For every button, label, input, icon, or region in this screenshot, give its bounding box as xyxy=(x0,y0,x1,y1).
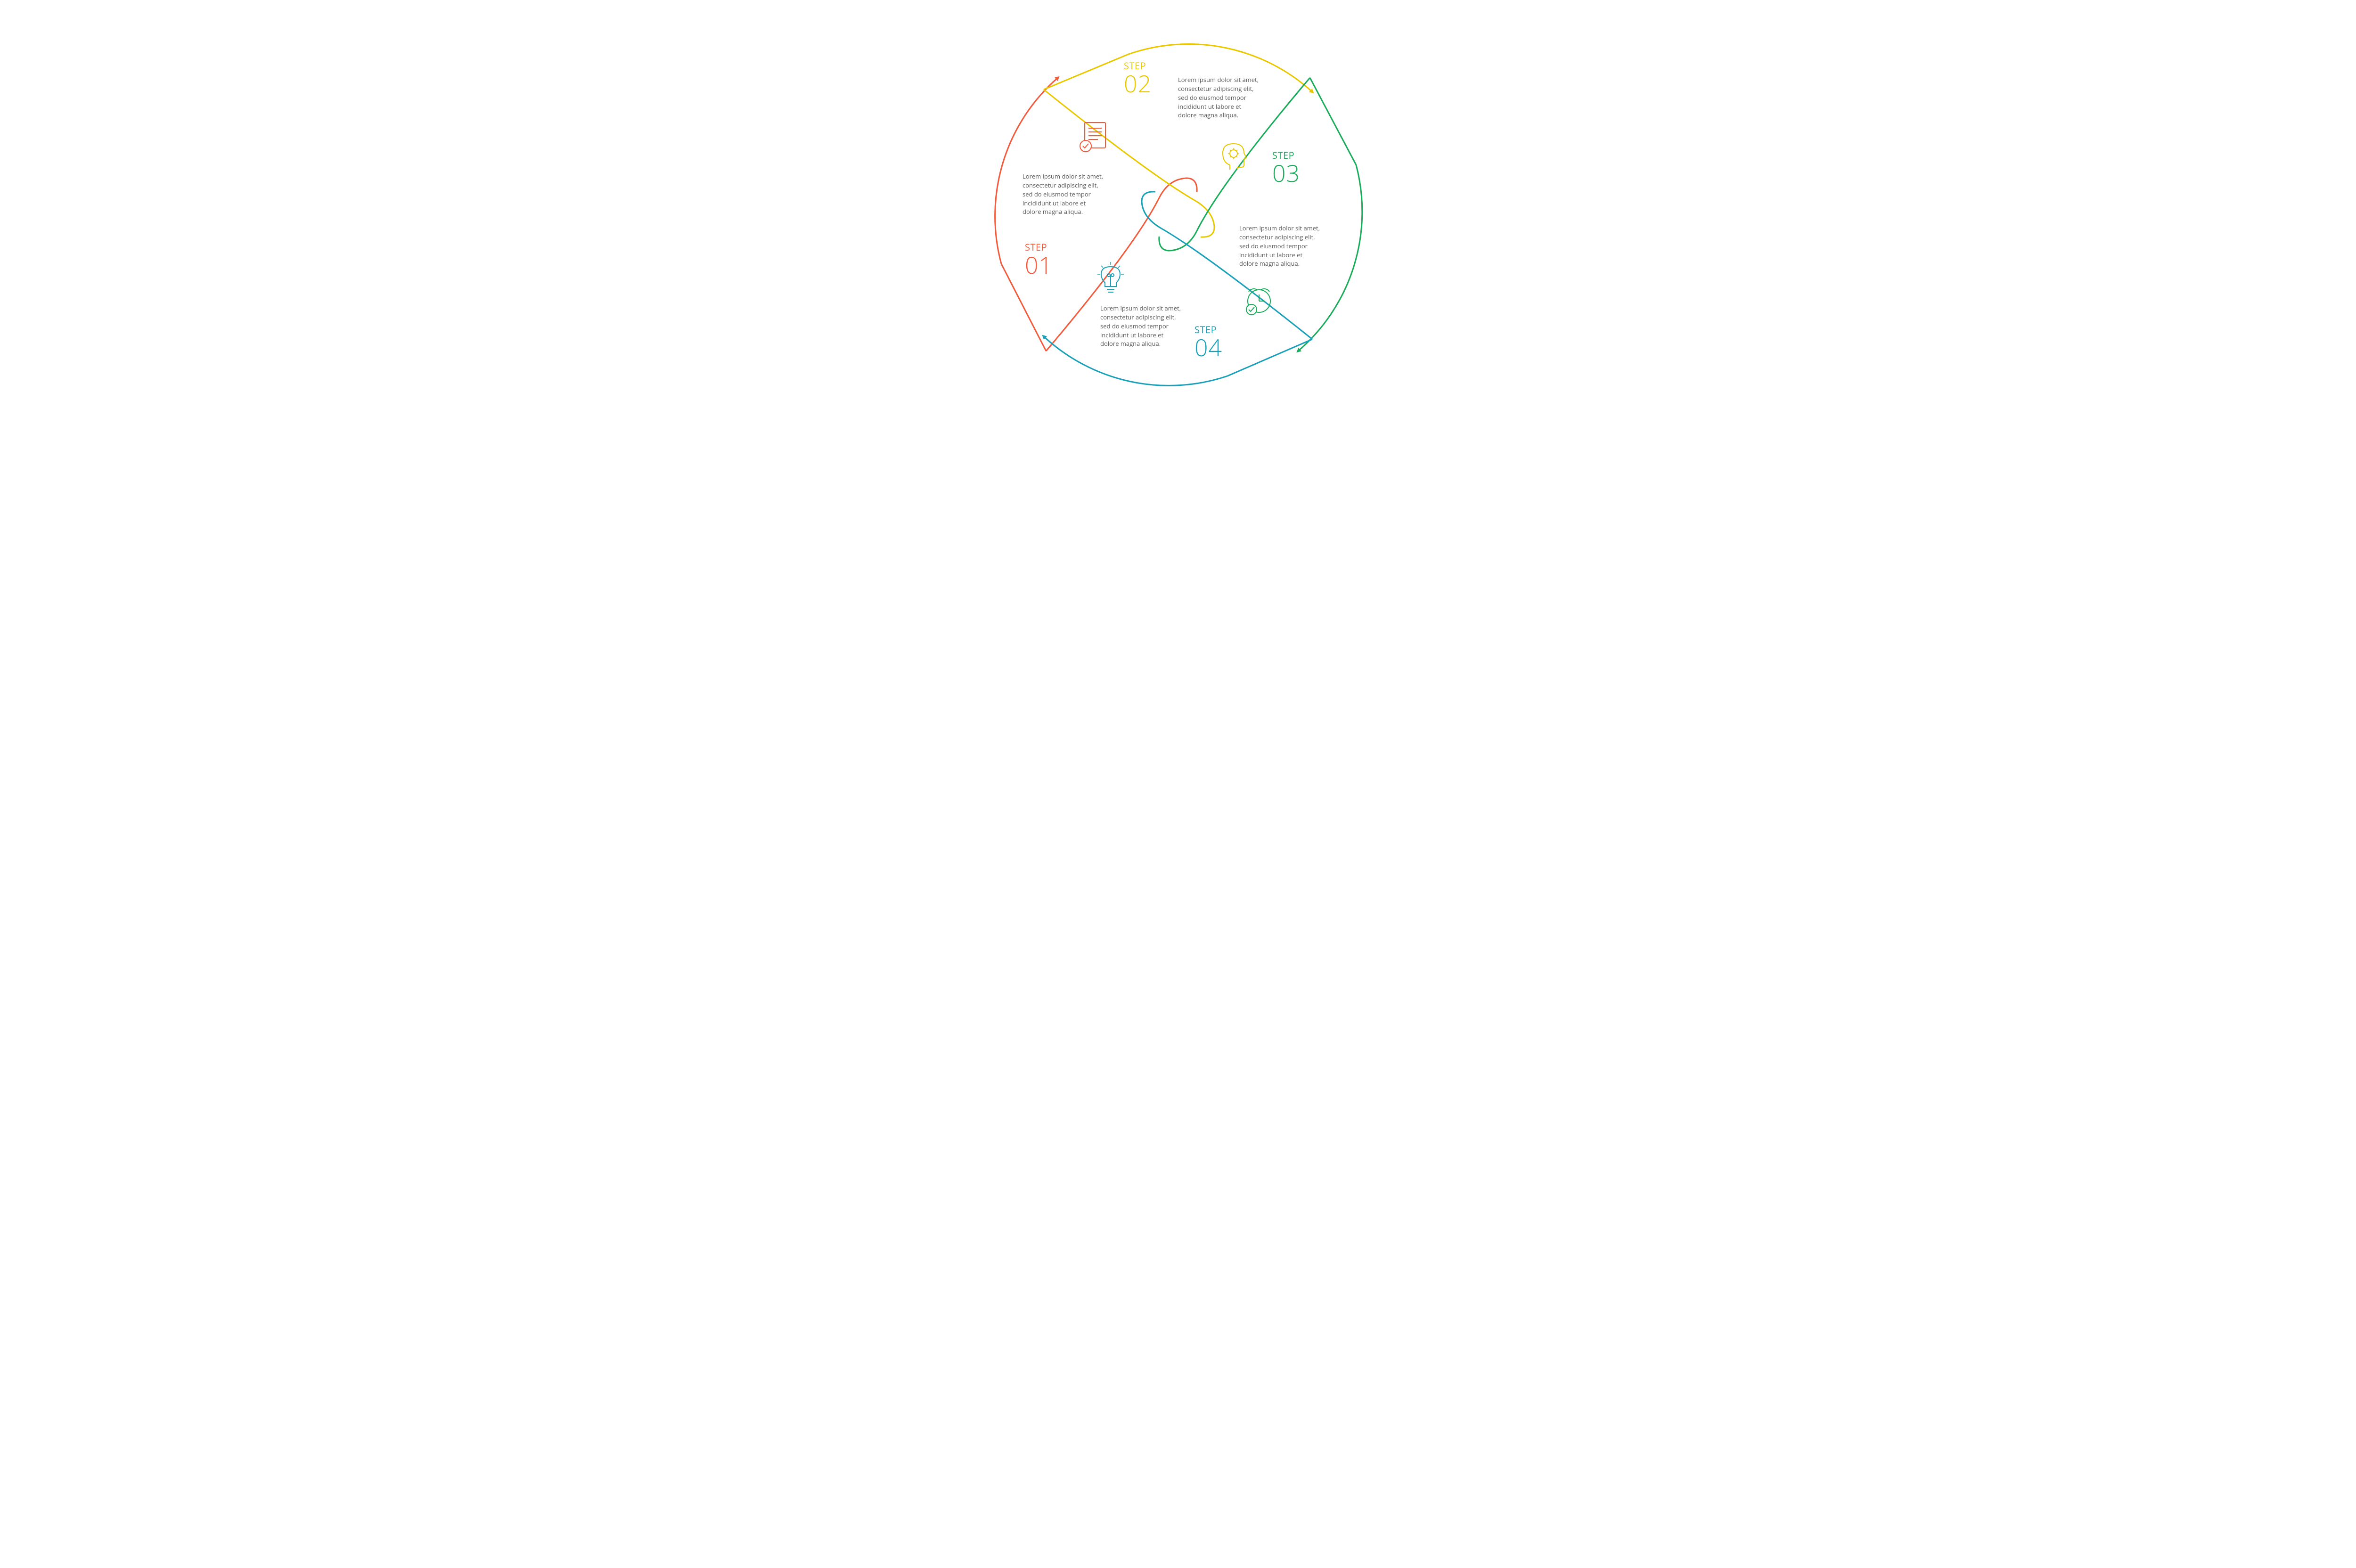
swirl-diagram xyxy=(858,0,1498,426)
step-04-number: 04 xyxy=(1194,335,1222,359)
segment-02-tail xyxy=(1044,54,1129,90)
segment-04-tail xyxy=(1227,339,1312,376)
step-01-desc: Lorem ipsum dolor sit amet, consectetur … xyxy=(1023,172,1105,216)
step-03-desc: Lorem ipsum dolor sit amet, consectetur … xyxy=(1239,224,1322,268)
step-04-desc: Lorem ipsum dolor sit amet, consectetur … xyxy=(1100,304,1183,348)
infographic-stage: STEP 01 Lorem ipsum dolor sit amet, cons… xyxy=(858,0,1498,426)
document-check-icon xyxy=(1080,122,1105,152)
step-02-number: 02 xyxy=(1124,72,1152,95)
segment-04 xyxy=(1044,192,1312,386)
step-01-label: STEP 01 xyxy=(1025,243,1053,277)
step-03-number: 03 xyxy=(1272,161,1300,185)
segment-01-outer-arc xyxy=(995,78,1058,264)
segment-03-tail xyxy=(1310,78,1356,165)
step-01-number: 01 xyxy=(1025,253,1053,277)
step-03-label: STEP 03 xyxy=(1272,151,1300,185)
head-gear-icon xyxy=(1223,144,1246,170)
clock-check-icon xyxy=(1246,289,1270,315)
step-04-label: STEP 04 xyxy=(1194,325,1222,359)
step-02-label: STEP 02 xyxy=(1124,61,1152,95)
lightbulb-icon xyxy=(1097,262,1124,292)
step-02-desc: Lorem ipsum dolor sit amet, consectetur … xyxy=(1178,75,1260,120)
